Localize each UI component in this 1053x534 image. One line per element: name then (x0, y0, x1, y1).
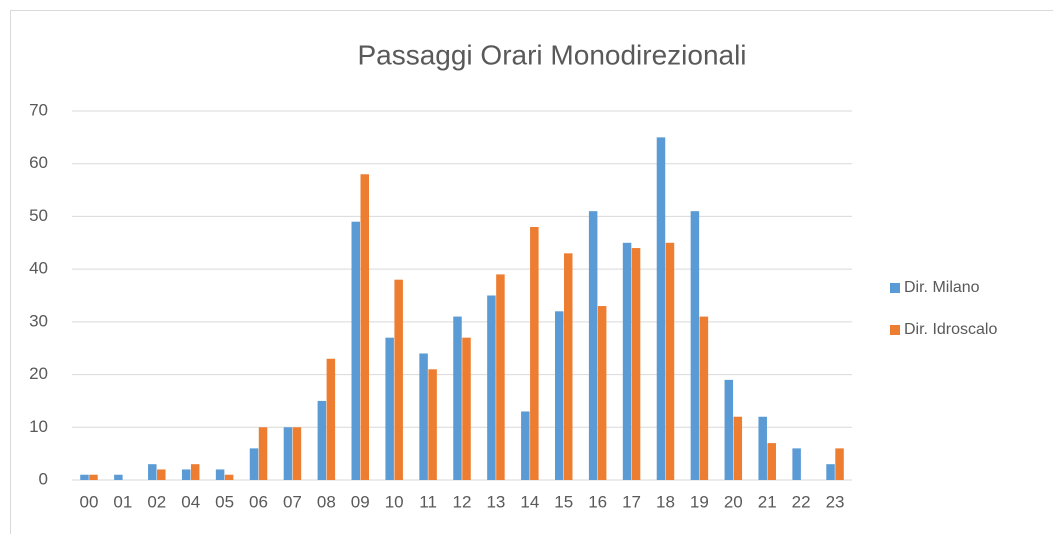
bar (530, 226, 539, 480)
y-tick-label: 30 (29, 311, 48, 330)
legend-swatch (890, 283, 900, 293)
y-tick-label: 10 (29, 417, 48, 436)
bar (292, 427, 302, 480)
bar (317, 400, 327, 480)
bar (835, 448, 844, 480)
bar (496, 274, 505, 480)
bar (215, 469, 225, 480)
x-tick-label: 11 (419, 492, 437, 511)
x-tick-label: 13 (486, 492, 505, 511)
x-tick-label: 20 (724, 492, 743, 511)
x-tick-label: 08 (317, 492, 336, 511)
bar (181, 469, 191, 480)
legend-swatch (890, 325, 900, 335)
bar (114, 474, 123, 480)
x-tick-label: 18 (656, 492, 675, 511)
legend-label: Dir. Milano (904, 279, 980, 296)
bar (758, 416, 767, 480)
bar (487, 295, 496, 480)
bar (258, 427, 268, 480)
bar (190, 464, 200, 480)
bar (597, 306, 607, 480)
bar (554, 311, 564, 480)
bar (521, 411, 530, 480)
bar (462, 337, 471, 480)
bar (826, 464, 835, 480)
bar (224, 474, 234, 480)
bar (588, 211, 598, 480)
x-tick-label: 16 (588, 492, 607, 511)
bar (394, 279, 403, 480)
x-tick-label: 19 (690, 492, 709, 511)
x-tick-label: 05 (215, 492, 234, 511)
x-tick-label: 17 (622, 492, 641, 511)
bar (351, 221, 361, 480)
bar (80, 474, 89, 480)
y-tick-label: 40 (29, 259, 48, 278)
x-tick-label: 21 (758, 492, 777, 511)
bar (326, 358, 336, 480)
legend-label: Dir. Idroscalo (904, 321, 997, 338)
bar (656, 137, 666, 480)
bar (622, 242, 632, 480)
chart-title: Passaggi Orari Monodirezionali (357, 39, 746, 70)
bar (453, 316, 462, 480)
x-tick-label: 04 (181, 492, 200, 511)
bar (631, 248, 641, 480)
y-tick-label: 60 (29, 153, 48, 172)
y-tick-label: 70 (29, 100, 48, 119)
bar (665, 242, 675, 480)
x-tick-label: 01 (113, 492, 132, 511)
x-tick-label: 00 (79, 492, 98, 511)
x-tick-label: 22 (792, 492, 811, 511)
bar (690, 211, 700, 480)
bar (724, 379, 734, 480)
bar (249, 448, 259, 480)
bar (89, 474, 98, 480)
y-tick-label: 20 (29, 364, 48, 383)
x-tick-label: 09 (351, 492, 370, 511)
bar (283, 427, 293, 480)
bar (563, 253, 573, 480)
bar (360, 174, 370, 480)
bar (792, 448, 801, 480)
bar (157, 469, 166, 480)
y-tick-label: 0 (39, 469, 48, 488)
bar (767, 443, 776, 480)
x-tick-label: 15 (554, 492, 573, 511)
y-tick-label: 50 (29, 206, 48, 225)
chart-frame (10, 10, 1053, 534)
x-tick-label: 02 (147, 492, 166, 511)
x-tick-label: 14 (520, 492, 539, 511)
bar (428, 369, 437, 480)
x-tick-label: 23 (826, 492, 845, 511)
bar (733, 416, 743, 480)
x-tick-label: 10 (385, 492, 404, 511)
bar (699, 316, 709, 480)
bar (419, 353, 428, 480)
x-tick-label: 12 (453, 492, 472, 511)
x-tick-label: 07 (283, 492, 302, 511)
x-tick-label: 06 (249, 492, 268, 511)
bar (148, 464, 157, 480)
bar (385, 337, 394, 480)
